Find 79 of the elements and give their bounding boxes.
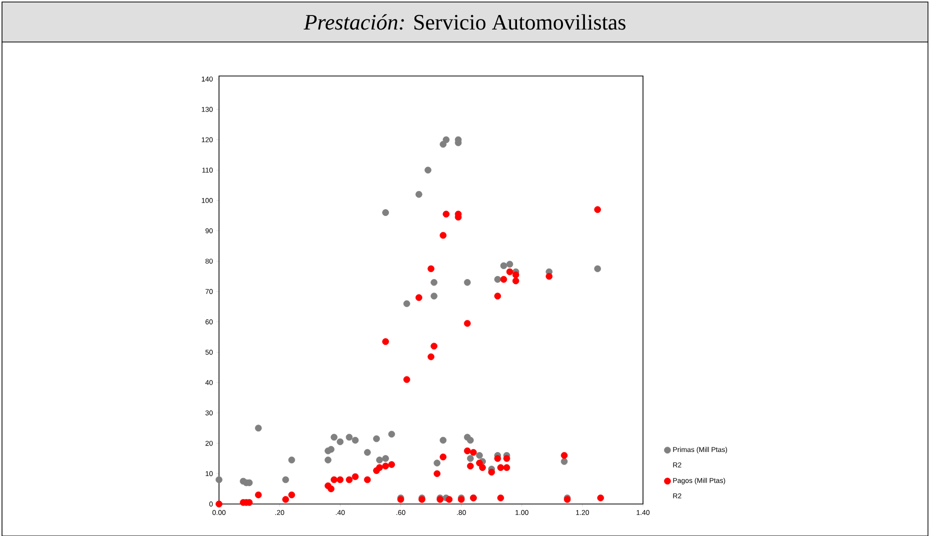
point [466, 462, 474, 470]
point [488, 468, 495, 476]
point [388, 460, 396, 468]
point [216, 500, 222, 508]
point [560, 452, 568, 459]
point [466, 454, 474, 462]
point [254, 424, 262, 432]
point [415, 190, 422, 198]
point [376, 464, 383, 471]
point [464, 447, 471, 454]
point [512, 277, 520, 284]
point [500, 276, 508, 283]
point [424, 166, 432, 174]
point [288, 456, 296, 464]
point [476, 452, 483, 459]
point [364, 476, 371, 483]
point [440, 232, 447, 239]
point [594, 265, 601, 272]
point [328, 446, 334, 453]
point [330, 434, 338, 440]
point [376, 456, 383, 464]
point [476, 459, 483, 466]
point [216, 476, 222, 483]
point [382, 338, 389, 345]
point [430, 342, 438, 350]
point [503, 454, 510, 462]
point [282, 496, 290, 503]
point [442, 136, 450, 143]
point [494, 292, 502, 300]
point [466, 436, 474, 444]
point [382, 209, 389, 216]
point [403, 376, 410, 383]
point [428, 353, 434, 360]
point [403, 300, 410, 307]
point [440, 436, 447, 444]
point [497, 464, 504, 471]
point [442, 210, 450, 218]
point [597, 494, 604, 502]
point [415, 294, 422, 301]
point [479, 464, 486, 471]
point [382, 462, 389, 470]
point [346, 476, 353, 483]
point [352, 473, 359, 480]
point [440, 453, 447, 460]
chart-title: Prestación: Servicio Automovilistas [304, 14, 626, 30]
point [464, 320, 471, 327]
point [506, 260, 514, 268]
point [254, 491, 262, 498]
point [328, 485, 334, 492]
point [324, 456, 332, 464]
point [470, 448, 477, 456]
point [282, 476, 290, 483]
point [364, 448, 371, 456]
point [594, 206, 601, 213]
point [503, 464, 510, 471]
point [430, 278, 438, 286]
point [382, 454, 389, 462]
point [434, 459, 440, 466]
point [464, 278, 471, 286]
point [373, 435, 380, 442]
point [494, 276, 502, 283]
point [506, 268, 514, 275]
point [546, 272, 553, 280]
point [497, 494, 504, 502]
point [512, 271, 520, 278]
point [494, 454, 502, 462]
point [446, 496, 453, 503]
point [430, 292, 438, 300]
point [388, 430, 396, 438]
point [352, 436, 359, 444]
point [428, 265, 434, 272]
point [434, 470, 440, 477]
point [346, 434, 353, 440]
point [336, 438, 344, 445]
point [330, 476, 338, 483]
point [288, 491, 296, 498]
point [500, 262, 508, 269]
point [336, 476, 344, 483]
point [560, 458, 568, 465]
